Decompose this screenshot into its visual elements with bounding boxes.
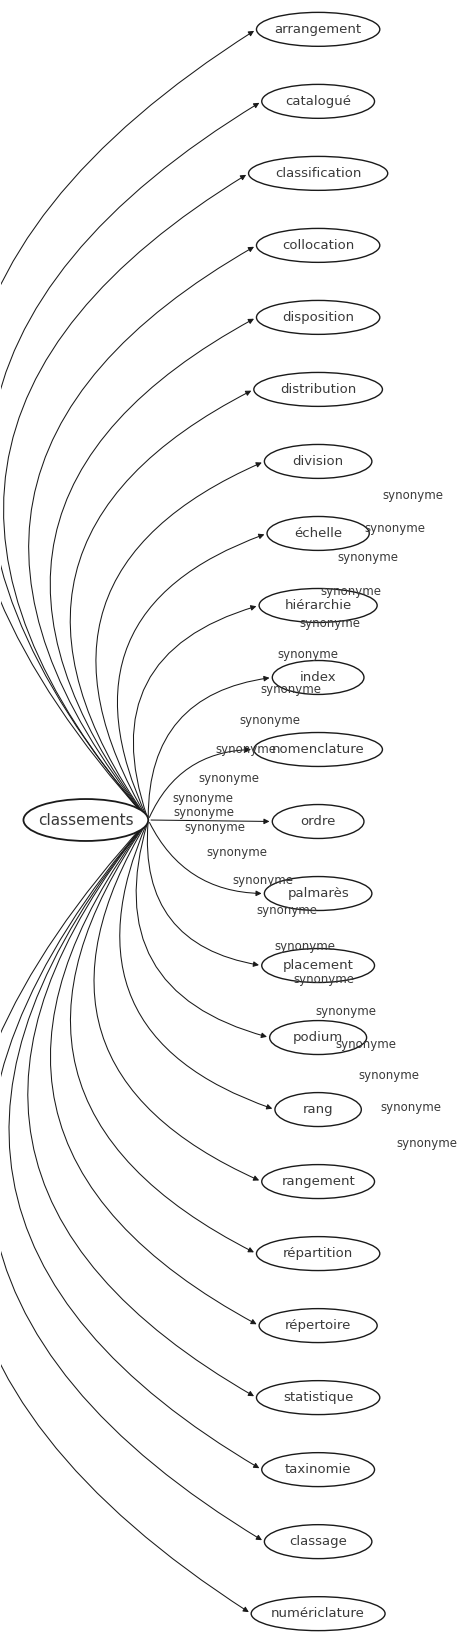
FancyArrowPatch shape: [50, 822, 255, 1324]
Text: hiérarchie: hiérarchie: [285, 600, 352, 611]
FancyArrowPatch shape: [50, 319, 253, 818]
Text: placement: placement: [283, 960, 353, 973]
Text: synonyme: synonyme: [359, 1070, 419, 1083]
FancyArrowPatch shape: [70, 391, 250, 818]
Text: index: index: [300, 670, 336, 683]
Text: ordre: ordre: [300, 815, 336, 828]
Text: synonyme: synonyme: [207, 846, 267, 859]
Text: synonyme: synonyme: [381, 1101, 442, 1114]
Text: classification: classification: [275, 168, 361, 179]
Text: synonyme: synonyme: [336, 1038, 397, 1052]
Text: échelle: échelle: [294, 527, 342, 541]
FancyArrowPatch shape: [148, 677, 268, 817]
Text: synonyme: synonyme: [383, 488, 444, 501]
Text: collocation: collocation: [282, 238, 354, 251]
Ellipse shape: [262, 1165, 375, 1198]
Text: classage: classage: [289, 1535, 347, 1548]
Ellipse shape: [272, 805, 364, 838]
Ellipse shape: [264, 445, 372, 478]
Text: synonyme: synonyme: [293, 973, 354, 986]
Text: arrangement: arrangement: [274, 23, 362, 36]
Ellipse shape: [24, 798, 148, 841]
Ellipse shape: [256, 1380, 380, 1415]
FancyArrowPatch shape: [0, 31, 253, 818]
Text: synonyme: synonyme: [299, 618, 360, 631]
Text: synonyme: synonyme: [184, 822, 245, 835]
Text: synonyme: synonyme: [232, 874, 293, 887]
Text: synonyme: synonyme: [277, 649, 338, 662]
Ellipse shape: [262, 1452, 375, 1487]
Text: synonyme: synonyme: [215, 743, 276, 756]
FancyArrowPatch shape: [0, 822, 261, 1539]
FancyArrowPatch shape: [136, 823, 266, 1037]
Ellipse shape: [256, 13, 380, 46]
Text: numériclature: numériclature: [271, 1607, 365, 1620]
FancyArrowPatch shape: [147, 823, 258, 966]
Text: disposition: disposition: [282, 311, 354, 324]
Text: nomenclature: nomenclature: [272, 743, 365, 756]
Text: distribution: distribution: [280, 383, 356, 396]
Ellipse shape: [270, 1020, 367, 1055]
Ellipse shape: [259, 588, 377, 623]
Text: synonyme: synonyme: [260, 683, 321, 695]
Text: catalogué: catalogué: [285, 95, 351, 108]
Text: synonyme: synonyme: [316, 1006, 377, 1019]
Ellipse shape: [254, 733, 383, 766]
FancyArrowPatch shape: [117, 534, 263, 818]
Ellipse shape: [251, 1597, 385, 1630]
Text: palmarès: palmarès: [287, 887, 349, 900]
Text: division: division: [292, 455, 344, 468]
Ellipse shape: [264, 877, 372, 910]
Ellipse shape: [259, 1308, 377, 1342]
Text: synonyme: synonyme: [274, 940, 335, 953]
Text: synonyme: synonyme: [174, 807, 235, 820]
Ellipse shape: [262, 948, 375, 983]
FancyArrowPatch shape: [4, 176, 245, 818]
Ellipse shape: [249, 156, 388, 191]
Text: répartition: répartition: [283, 1247, 353, 1260]
Text: statistique: statistique: [283, 1392, 353, 1405]
FancyArrowPatch shape: [28, 822, 253, 1395]
Text: synonyme: synonyme: [172, 792, 233, 805]
Ellipse shape: [256, 301, 380, 335]
Ellipse shape: [264, 1525, 372, 1559]
Ellipse shape: [275, 1093, 361, 1127]
FancyArrowPatch shape: [9, 822, 258, 1467]
FancyArrowPatch shape: [0, 822, 248, 1612]
Text: synonyme: synonyme: [364, 522, 425, 536]
FancyArrowPatch shape: [120, 823, 271, 1109]
Text: synonyme: synonyme: [396, 1137, 457, 1150]
Text: synonyme: synonyme: [199, 772, 260, 785]
Ellipse shape: [256, 228, 380, 263]
Text: synonyme: synonyme: [240, 715, 301, 728]
FancyArrowPatch shape: [151, 820, 268, 823]
FancyArrowPatch shape: [134, 606, 255, 817]
Text: rangement: rangement: [281, 1175, 355, 1188]
FancyArrowPatch shape: [94, 823, 258, 1180]
FancyArrowPatch shape: [96, 463, 261, 818]
Text: synonyme: synonyme: [320, 585, 381, 598]
FancyArrowPatch shape: [150, 823, 261, 895]
Text: répertoire: répertoire: [285, 1319, 351, 1332]
Ellipse shape: [262, 84, 375, 118]
FancyArrowPatch shape: [29, 248, 253, 818]
Text: synonyme: synonyme: [256, 904, 317, 917]
Ellipse shape: [267, 516, 369, 550]
Text: synonyme: synonyme: [338, 550, 399, 564]
Text: classements: classements: [38, 813, 134, 828]
Text: rang: rang: [303, 1102, 334, 1116]
Text: podium: podium: [293, 1032, 343, 1043]
Ellipse shape: [272, 660, 364, 695]
FancyArrowPatch shape: [149, 748, 250, 818]
FancyArrowPatch shape: [70, 822, 253, 1252]
Text: taxinomie: taxinomie: [285, 1464, 352, 1475]
Ellipse shape: [256, 1237, 380, 1270]
FancyArrowPatch shape: [0, 104, 258, 818]
Ellipse shape: [254, 373, 383, 406]
